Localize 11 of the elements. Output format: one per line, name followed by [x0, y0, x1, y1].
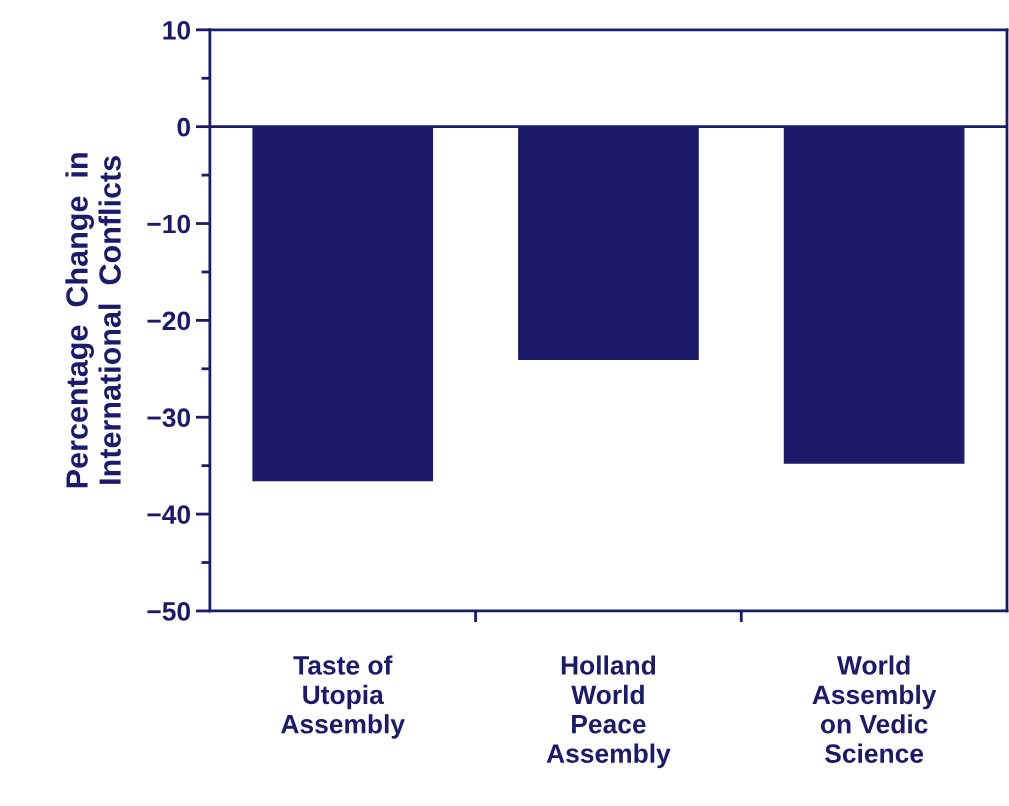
y-tick-label: 10	[163, 20, 191, 40]
y-axis-title: Percentage Change in International Conflicts	[65, 153, 121, 488]
x-tick-label: Holland World Peace Assembly	[546, 655, 671, 769]
y-tick-label: −20	[147, 311, 191, 331]
y-tick-label: −40	[147, 505, 191, 524]
x-tick-label: World Assembly on Vedic Science	[812, 655, 937, 763]
y-tick-label: −10	[147, 214, 191, 234]
y-tick-label: 0	[177, 117, 191, 137]
y-tick-label: −50	[147, 602, 191, 621]
x-tick-label: Taste of Utopia Assembly	[281, 655, 405, 739]
y-tick-label: −30	[147, 408, 191, 428]
